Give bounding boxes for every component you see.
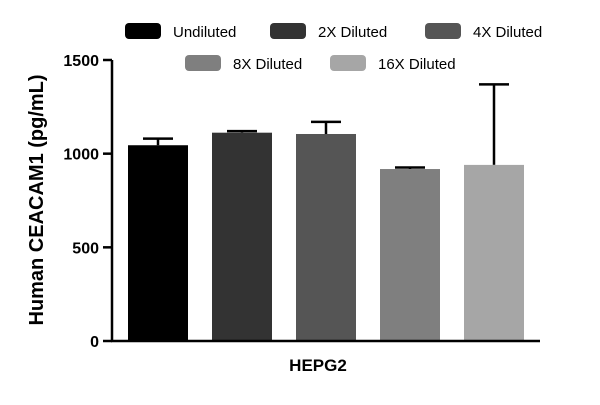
legend-label: 2X Diluted — [318, 24, 387, 41]
axes: 0 500 1000 1500 HEPG2 — [63, 53, 540, 375]
bar-2x-diluted — [212, 132, 272, 341]
legend-label: 4X Diluted — [473, 24, 542, 41]
y-tick-label: 500 — [72, 240, 99, 257]
bar-16x-diluted — [464, 164, 524, 341]
y-tick-label: 1500 — [63, 53, 99, 70]
legend: Undiluted 2X Diluted 4X Diluted 8X Diluted 1… — [125, 23, 542, 73]
legend-label: Undiluted — [173, 24, 236, 41]
bar-4x-diluted — [296, 133, 356, 341]
legend-swatch — [125, 23, 161, 39]
legend-swatch — [425, 23, 461, 39]
legend-label: 8X Diluted — [233, 56, 302, 73]
bar-8x-diluted — [380, 169, 440, 341]
legend-label: 16X Diluted — [378, 56, 456, 73]
y-tick-label: 1000 — [63, 147, 99, 164]
y-tick-label: 0 — [90, 334, 99, 351]
bars — [128, 83, 524, 341]
legend-swatch — [270, 23, 306, 39]
legend-swatch — [330, 55, 366, 71]
y-axis-title: Human CEACAM1 (pg/mL) — [26, 74, 48, 325]
legend-swatch — [185, 55, 221, 71]
x-category-label: HEPG2 — [289, 356, 347, 375]
bar-undiluted — [128, 145, 188, 341]
